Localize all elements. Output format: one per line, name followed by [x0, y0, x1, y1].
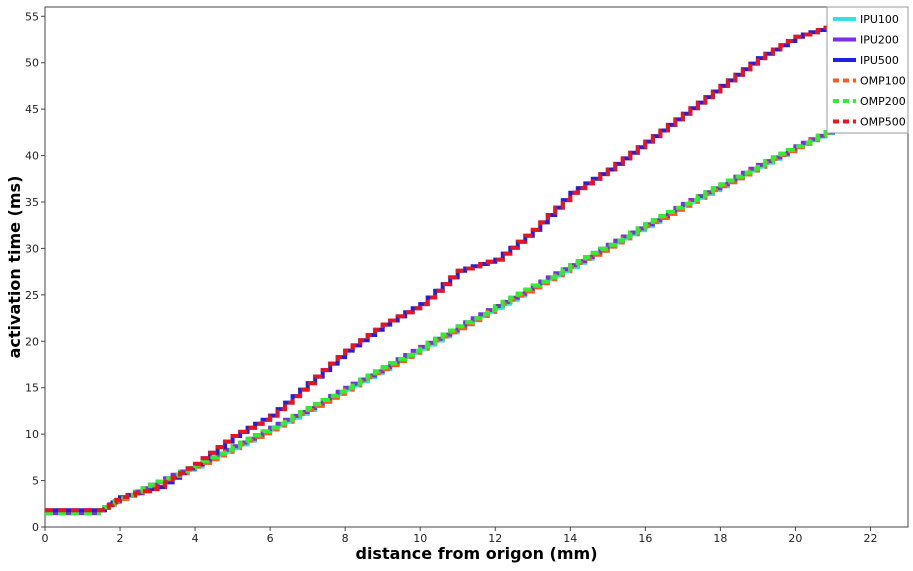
series-line-omp200 [45, 124, 847, 516]
x-tick-label: 16 [638, 532, 652, 545]
y-tick-label: 35 [25, 196, 39, 209]
legend-label: OMP500 [860, 116, 906, 129]
legend-label: OMP200 [860, 95, 906, 108]
legend-label: IPU500 [860, 54, 899, 67]
x-tick-label: 0 [42, 532, 49, 545]
x-tick-label: 10 [413, 532, 427, 545]
axis-ticks: 0 2 4 6 8 10 12 14 16 18 20 22 0 5 10 15 20 25 30 35 40 45 50 5… [25, 10, 877, 545]
legend-label: IPU100 [860, 13, 899, 26]
x-tick-label: 6 [267, 532, 274, 545]
legend-label: IPU200 [860, 34, 899, 47]
y-tick-label: 15 [25, 382, 39, 395]
y-tick-label: 30 [25, 242, 39, 255]
x-tick-label: 2 [117, 532, 124, 545]
plot-area [44, 6, 909, 528]
y-tick-label: 10 [25, 428, 39, 441]
plot-border [44, 6, 909, 528]
x-tick-label: 8 [342, 532, 349, 545]
x-tick-label: 12 [488, 532, 502, 545]
x-tick-label: 14 [563, 532, 577, 545]
y-tick-label: 55 [25, 10, 39, 23]
y-axis-title: activation time (ms) [5, 176, 24, 359]
legend-label: OMP100 [860, 75, 906, 88]
x-tick-label: 18 [713, 532, 727, 545]
y-tick-label: 45 [25, 103, 39, 116]
series-layer [45, 22, 847, 516]
x-tick-label: 22 [863, 532, 877, 545]
legend: IPU100 IPU200 IPU500 OMP100 OMP200 OMP500 [826, 6, 909, 134]
y-tick-label: 20 [25, 335, 39, 348]
y-tick-label: 25 [25, 289, 39, 302]
x-axis-title: distance from origon (mm) [355, 544, 597, 563]
legend-box [826, 6, 909, 134]
y-tick-label: 40 [25, 150, 39, 163]
y-tick-label: 5 [32, 475, 39, 488]
y-tick-label: 0 [32, 521, 39, 534]
y-tick-label: 50 [25, 57, 39, 70]
x-tick-label: 4 [192, 532, 199, 545]
series-line-omp500 [45, 22, 847, 513]
x-tick-label: 20 [788, 532, 802, 545]
series-line-ipu500 [45, 22, 847, 513]
